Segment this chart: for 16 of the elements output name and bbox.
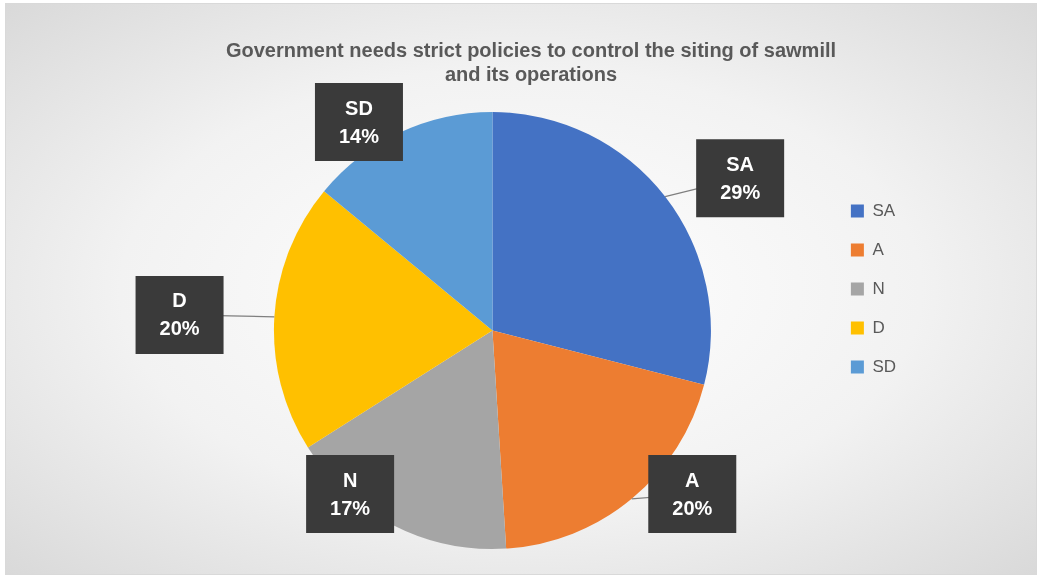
legend-label: D xyxy=(872,317,885,337)
legend-label: A xyxy=(872,239,885,259)
chart-title: Government needs strict policies to control the siting of sawmill and its operations xyxy=(225,38,837,85)
slice-label: D xyxy=(172,289,187,312)
slice-label: A xyxy=(685,468,700,491)
slice-label: N xyxy=(342,468,358,491)
data-label: 20% xyxy=(159,317,200,340)
slice-label: SD xyxy=(345,96,373,119)
data-label: 20% xyxy=(672,496,713,519)
data-label: 17% xyxy=(330,496,371,519)
legend-label: SD xyxy=(872,356,897,376)
legend-label: N xyxy=(872,278,885,298)
slice-label: SA xyxy=(726,152,755,175)
legend-label: SA xyxy=(872,200,896,220)
data-label: 14% xyxy=(338,124,380,147)
data-label: 29% xyxy=(720,180,761,203)
